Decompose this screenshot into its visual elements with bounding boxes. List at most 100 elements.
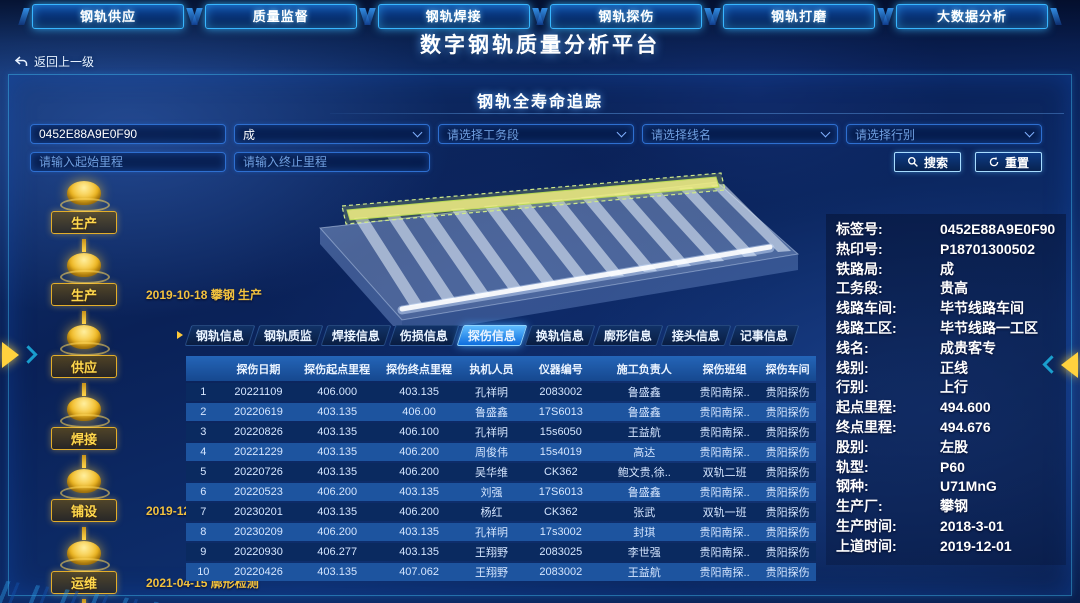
start-mileage-input[interactable] [39,155,217,169]
table-cell: 17S6013 [523,483,599,501]
table-header-cell: 探伤起点里程 [296,356,379,381]
table-row[interactable]: 10 20220426 403.135 407.062 王翔野 2083002 王益航 贵阳南… [186,563,816,581]
table-row[interactable]: 2 20220619 403.135 406.00 鲁盛鑫 17S6013 鲁盛鑫 贵阳南探.… [186,403,816,421]
duan-select[interactable]: 请选择工务段 [438,124,634,144]
info-label: 行别: [836,379,869,396]
table-cell: 20220826 [220,423,297,441]
info-row: 行别: 上行 [836,378,1066,398]
tab-4[interactable]: 伤损信息 [388,325,460,346]
table-row[interactable]: 4 20221229 403.135 406.200 周俊伟 15s4019 高达 贵阳南探.… [186,443,816,461]
table-cell: 8 [186,523,221,541]
timeline-node-1[interactable]: 生产 [28,180,140,234]
timeline-node-label[interactable]: 生产 [51,211,117,234]
table-cell: 403.135 [378,483,461,501]
tab-9[interactable]: 记事信息 [728,325,800,346]
bureau-select[interactable]: 成 [234,124,430,144]
table-cell: 贵阳探伤 [759,423,816,441]
tab-label: 钢轨信息 [195,329,244,343]
table-cell: 贵阳探伤 [759,383,816,401]
nav-button-2[interactable]: 质量监督 [204,4,357,29]
tag-input-wrap [30,124,226,144]
tab-2[interactable]: 钢轨质监 [252,325,324,346]
direction-select[interactable]: 请选择行别 [846,124,1042,144]
timeline-node-3[interactable]: 供应 [28,311,140,378]
tab-3[interactable]: 焊接信息 [320,325,392,346]
table-cell: 贵阳探伤 [759,463,816,481]
timeline-node-6[interactable]: 运维 2021-04-15 廓形检测 [28,527,259,594]
info-value: 上行 [940,379,968,396]
tab-5[interactable]: 探伤信息 [456,325,528,346]
table-cell: 15s6050 [523,423,599,441]
table-cell: 鲍文贵,徐.. [598,463,690,481]
tab-6[interactable]: 换轨信息 [524,325,596,346]
timeline-node-label[interactable]: 焊接 [51,427,117,450]
info-row: 钢种: U71MnG [836,477,1066,497]
table-cell: 贵阳探伤 [759,443,816,461]
table-cell: 鲁盛鑫 [598,403,690,421]
table-cell: 20230201 [220,503,297,521]
nav-button-6[interactable]: 大数据分析 [895,4,1048,29]
section-title: 钢轨全寿命追踪 [476,94,603,111]
timeline-node-2[interactable]: 生产 2019-10-18 攀钢 生产 [28,239,262,306]
table-cell: CK362 [523,503,599,521]
timeline-node-7[interactable]: 回收 [28,599,140,603]
reset-button[interactable]: 重置 [974,152,1042,172]
table-cell: 贵阳南探.. [689,563,760,581]
timeline-node-label[interactable]: 运维 [51,571,117,594]
end-mileage-input[interactable] [243,155,421,169]
timeline-node-label[interactable]: 生产 [51,283,117,306]
gold-stage-icon [60,541,110,572]
table-cell: 407.062 [378,563,461,581]
table-row[interactable]: 7 20230201 403.135 406.200 杨红 CK362 张武 双轨一班 贵阳探伤 [186,503,816,521]
tab-8[interactable]: 接头信息 [660,325,732,346]
table-cell: 9 [186,543,221,561]
table-cell: 15s4019 [523,443,599,461]
tag-input[interactable] [39,127,217,141]
filter-row-1: 成 请选择工务段 请选择线名 请选择行别 [30,124,1042,144]
line-select[interactable]: 请选择线名 [642,124,838,144]
tab-7[interactable]: 廓形信息 [592,325,664,346]
nav-button-3[interactable]: 钢轨焊接 [377,4,530,29]
nav-button-5[interactable]: 钢轨打磨 [723,4,876,29]
rail-3d-view [292,168,812,336]
table-cell: 20220930 [220,543,297,561]
tab-1[interactable]: 钢轨信息 [184,325,256,346]
gold-stage-icon [60,253,110,284]
prev-arrow-icon[interactable] [2,342,19,368]
table-cell: 孔祥明 [460,383,524,401]
info-value: 494.676 [940,418,991,435]
nav-button-1[interactable]: 钢轨供应 [32,4,184,29]
table-row[interactable]: 1 20221109 406.000 403.135 孔祥明 2083002 鲁盛鑫 贵阳南探… [186,383,816,401]
next-arrow-icon[interactable] [1061,352,1078,378]
timeline-node-label[interactable]: 铺设 [51,499,117,522]
table-cell: 贵阳南探.. [689,483,760,501]
table-header-cell: 执机人员 [460,356,524,381]
table-cell: 王益航 [598,423,690,441]
info-value: P60 [940,458,965,475]
table-row[interactable]: 5 20220726 403.135 406.200 吴华维 CK362 鲍文贵,徐.. 双轨… [186,463,816,481]
table-row[interactable]: 9 20220930 406.277 403.135 王翔野 2083025 李世强 贵阳南探… [186,543,816,561]
back-button[interactable]: 返回上一级 [14,53,94,70]
gold-stage-icon [60,325,110,356]
nav-button-4[interactable]: 钢轨探伤 [550,4,703,29]
table-cell: 鲁盛鑫 [598,483,690,501]
table-row[interactable]: 3 20220826 403.135 406.100 孔祥明 15s6050 王益航 贵阳南探… [186,423,816,441]
search-button[interactable]: 搜索 [893,152,961,172]
info-label: 终点里程: [836,418,897,435]
table-cell: 403.135 [296,563,379,581]
info-value: 0452E88A9E0F90 [940,221,1056,237]
timeline-node-4[interactable]: 焊接 [28,383,140,450]
table-row[interactable]: 6 20220523 406.200 403.135 刘强 17S6013 鲁盛鑫 贵阳南探.… [186,483,816,501]
info-row: 标签号: 0452E88A9E0F90 [836,220,1066,240]
timeline-connector [82,455,86,468]
table-row[interactable]: 8 20230209 406.200 403.135 孔祥明 17s3002 封琪 贵阳南探.… [186,523,816,541]
table-cell: 封琪 [598,523,690,541]
timeline-connector [82,383,86,396]
timeline-node-label[interactable]: 供应 [51,355,117,378]
info-label: 铁路局: [836,260,883,277]
info-row: 铁路局: 成 [836,260,1066,280]
tabs-bar: 钢轨信息 钢轨质监 焊接信息 伤损信息 探伤信息 换轨信息 廓形信息 接头信息 记事信息 [184,325,800,346]
